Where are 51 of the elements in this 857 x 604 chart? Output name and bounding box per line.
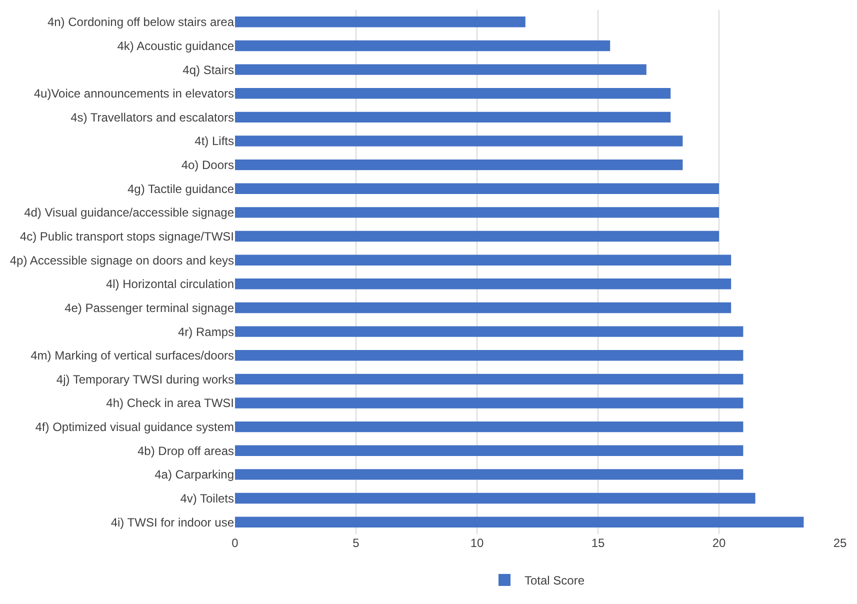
y-tick-label: 4d) Visual guidance/accessible signage — [24, 206, 234, 220]
legend-label: Total Score — [524, 574, 585, 588]
bar — [235, 421, 744, 432]
y-tick-label: 4q) Stairs — [182, 62, 234, 77]
y-tick-label: 4f) Optimized visual guidance system — [35, 420, 234, 434]
y-tick-label: 4h) Check in area TWSI — [106, 396, 234, 410]
y-tick-label: 4p) Accessible signage on doors and keys — [10, 253, 234, 268]
bar — [235, 64, 646, 75]
y-tick-label: 4e) Passenger terminal signage — [64, 300, 234, 315]
y-tick-label: 4v) Toilets — [180, 491, 234, 506]
bar — [235, 16, 526, 28]
x-tick-label: 15 — [591, 536, 605, 550]
x-tick-label: 10 — [470, 536, 484, 550]
bar — [235, 88, 671, 99]
y-tick-label: 4b) Drop off areas — [138, 444, 234, 458]
x-tick-label: 25 — [833, 536, 847, 550]
x-tick-label: 5 — [352, 536, 360, 550]
y-tick-label: 4c) Public transport stops signage/TWSI — [20, 229, 234, 244]
y-tick-label: 4i) TWSI for indoor use — [110, 515, 234, 530]
y-tick-label: 4n) Cordoning off below stairs area — [47, 15, 234, 30]
bar — [235, 398, 744, 408]
y-tick-label: 4t) Lifts — [194, 134, 234, 148]
y-tick-label: 4m) Marking of vertical surfaces/doors — [30, 348, 234, 363]
bar — [235, 374, 744, 385]
bar — [235, 326, 744, 337]
y-tick-label: 4r) Ramps — [178, 324, 234, 339]
bar — [235, 183, 719, 194]
y-tick-label: 4l) Horizontal circulation — [106, 277, 234, 292]
bar — [235, 445, 744, 456]
bar — [235, 492, 756, 504]
y-tick-label: 4k) Acoustic guidance — [117, 38, 234, 53]
x-tick-label: 20 — [712, 536, 726, 550]
y-tick-label: 4a) Carparking — [154, 468, 234, 482]
y-tick-label: 4j) Temporary TWSI during works — [56, 372, 234, 386]
bar — [235, 278, 732, 290]
y-tick-label: 4o) Doors — [181, 158, 234, 172]
bar — [235, 516, 804, 528]
x-tick-label: 0 — [232, 536, 239, 550]
y-tick-label: 4s) Travellators and escalators — [70, 110, 234, 124]
bar — [235, 350, 744, 361]
bar — [235, 136, 683, 146]
y-tick-label: 4u)Voice announcements in elevators — [34, 86, 234, 101]
bar — [235, 254, 732, 266]
bar — [235, 302, 732, 314]
y-tick-label: 4g) Tactile guidance — [127, 182, 234, 196]
bar — [235, 469, 744, 480]
bar — [235, 230, 719, 242]
bar — [235, 112, 671, 123]
bar — [235, 207, 719, 218]
bar — [235, 40, 610, 52]
bar — [235, 159, 683, 170]
